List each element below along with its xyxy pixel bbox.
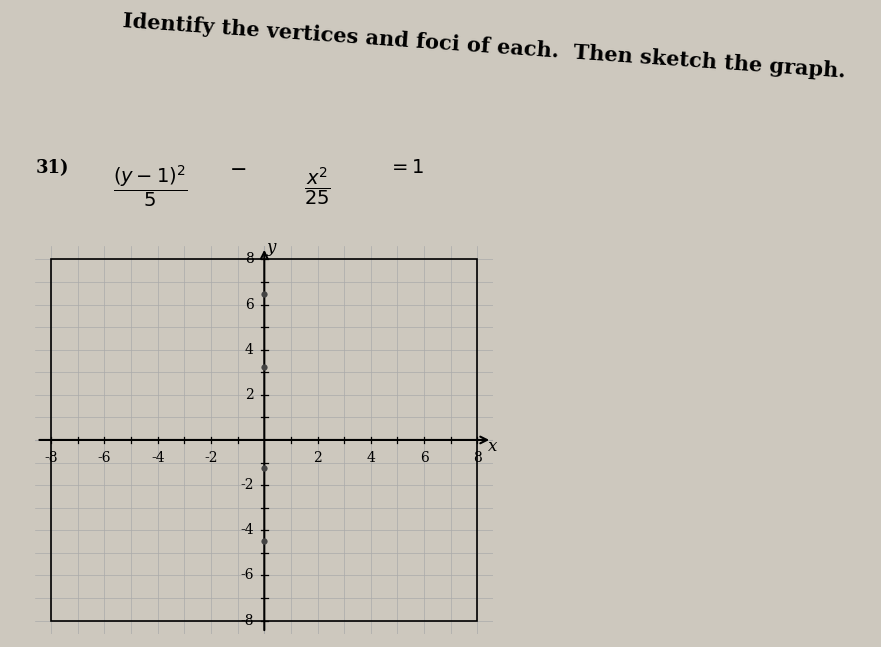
Text: 4: 4 bbox=[366, 451, 375, 465]
Text: -6: -6 bbox=[98, 451, 111, 465]
Text: -8: -8 bbox=[44, 451, 58, 465]
Text: 8: 8 bbox=[473, 451, 482, 465]
Text: 4: 4 bbox=[245, 343, 254, 356]
Text: 6: 6 bbox=[245, 298, 254, 312]
Text: x: x bbox=[488, 438, 498, 455]
Text: 8: 8 bbox=[245, 252, 254, 267]
Text: $\dfrac{x^2}{25}$: $\dfrac{x^2}{25}$ bbox=[304, 166, 330, 207]
Text: -8: -8 bbox=[241, 613, 254, 628]
Text: $= 1$: $= 1$ bbox=[388, 159, 425, 177]
Text: 31): 31) bbox=[35, 159, 69, 177]
Text: 6: 6 bbox=[419, 451, 428, 465]
Text: 2: 2 bbox=[313, 451, 322, 465]
Text: Identify the vertices and foci of each.  Then sketch the graph.: Identify the vertices and foci of each. … bbox=[122, 12, 847, 82]
Text: -4: -4 bbox=[240, 523, 254, 537]
Text: y: y bbox=[267, 239, 277, 256]
Text: -4: -4 bbox=[151, 451, 165, 465]
Text: -2: -2 bbox=[241, 478, 254, 492]
Text: $-$: $-$ bbox=[229, 159, 247, 178]
Text: $\dfrac{(y-1)^2}{5}$: $\dfrac{(y-1)^2}{5}$ bbox=[113, 163, 187, 210]
Text: 2: 2 bbox=[245, 388, 254, 402]
Text: -6: -6 bbox=[241, 568, 254, 582]
Text: -2: -2 bbox=[204, 451, 218, 465]
